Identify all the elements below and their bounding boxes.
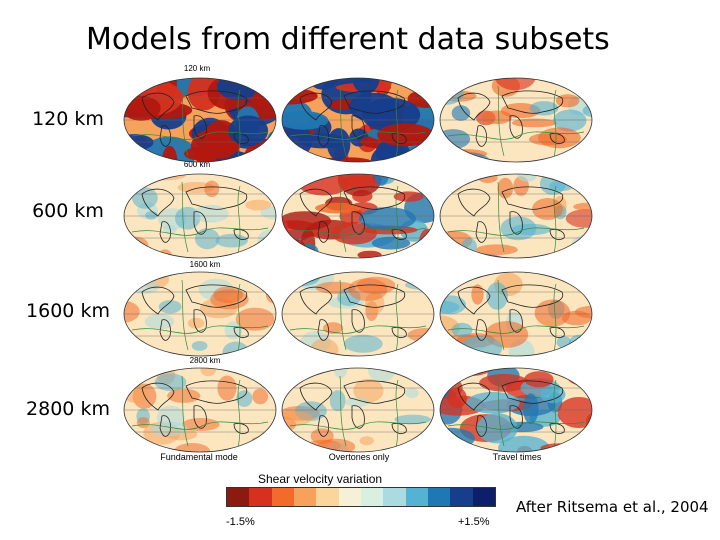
column-label-overtones: Overtones only	[328, 452, 390, 462]
row-label-2800km: 2800 km	[26, 398, 110, 420]
colorbar-segment	[293, 488, 317, 506]
colorbar-segment	[249, 488, 272, 506]
colorbar	[226, 487, 496, 507]
depth-tag-120km: 120 km	[183, 64, 211, 73]
tomography-map	[439, 367, 593, 453]
slide-title: Models from different data subsets	[86, 22, 610, 57]
tomography-map	[281, 367, 435, 453]
depth-tag-1600km: 1600 km	[189, 260, 221, 269]
colorbar-max-label: +1.5%	[458, 516, 490, 528]
colorbar-segment	[316, 488, 339, 506]
tomography-map	[439, 173, 593, 259]
column-label-travel-times: Travel times	[492, 452, 542, 462]
tomography-map	[281, 173, 435, 259]
tomography-map	[281, 271, 435, 357]
tomography-map	[439, 77, 593, 163]
colorbar-segment	[227, 488, 250, 506]
row-label-120km: 120 km	[32, 108, 104, 130]
tomography-map	[439, 271, 593, 357]
colorbar-segment	[405, 488, 428, 506]
tomography-map	[281, 77, 435, 163]
tomography-map	[123, 173, 277, 259]
column-label-fundamental: Fundamental mode	[160, 452, 238, 462]
tomography-map	[123, 271, 277, 357]
depth-tag-2800km: 2800 km	[189, 356, 221, 365]
tomography-map	[123, 367, 277, 453]
colorbar-segment	[271, 488, 294, 506]
colorbar-segment	[472, 488, 495, 506]
colorbar-segment	[383, 488, 406, 506]
depth-tag-600km: 600 km	[183, 160, 211, 169]
colorbar-min-label: -1.5%	[226, 516, 255, 528]
colorbar-segment	[427, 488, 451, 506]
row-label-1600km: 1600 km	[26, 300, 110, 322]
credit-text: After Ritsema et al., 2004	[516, 498, 709, 516]
colorbar-segment	[338, 488, 361, 506]
colorbar-segment	[360, 488, 384, 506]
tomography-map	[123, 77, 277, 163]
colorbar-segment	[450, 488, 473, 506]
row-label-600km: 600 km	[32, 200, 104, 222]
colorbar-title: Shear velocity variation	[258, 472, 383, 486]
